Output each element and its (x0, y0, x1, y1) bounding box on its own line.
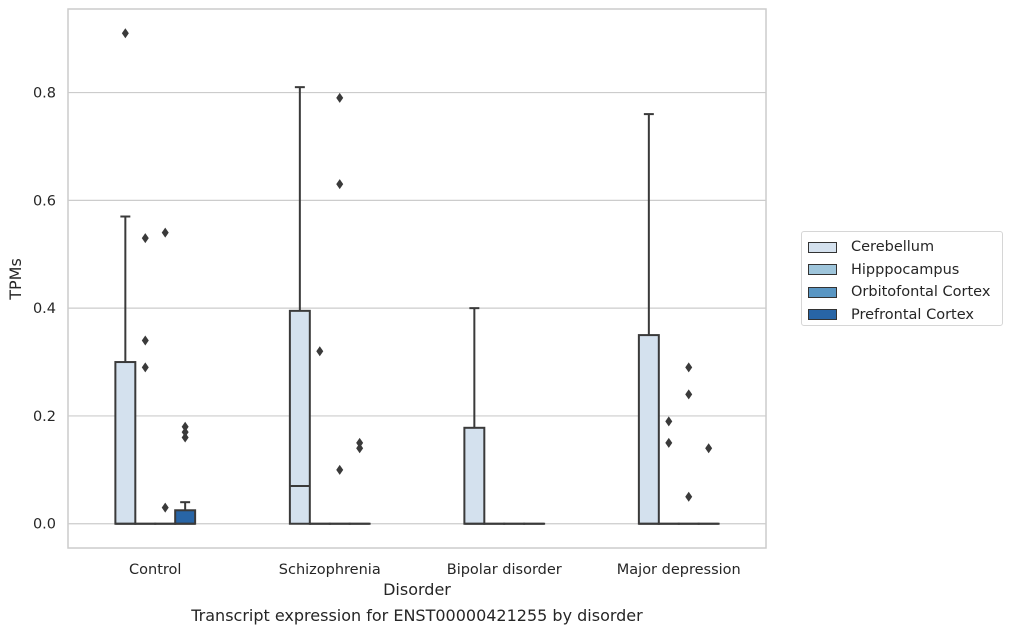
box-body (637, 334, 660, 525)
plot-area-frame (67, 8, 767, 549)
y-tick-label: 0.2 (33, 409, 56, 425)
box-body (114, 361, 137, 525)
outlier-point (336, 464, 344, 475)
y-tick-label: 0.8 (33, 86, 56, 102)
x-axis-label: Disorder (383, 580, 451, 599)
box (114, 28, 137, 525)
legend-item: Hipppocampus (808, 259, 1002, 282)
box (308, 346, 331, 525)
outlier-point (141, 233, 149, 244)
outlier-point (121, 28, 129, 39)
outlier-point (316, 346, 324, 357)
outlier-point (181, 421, 189, 432)
x-tick-label: Bipolar disorder (447, 562, 562, 578)
outlier-point (665, 437, 673, 448)
legend-swatch (808, 241, 837, 253)
outlier-point (685, 491, 693, 502)
legend-label: Orbitofontal Cortex (851, 284, 991, 301)
series-cerebellum (114, 28, 660, 525)
outlier-point (685, 362, 693, 373)
grid-lines (68, 91, 766, 525)
outlier-point (356, 443, 364, 454)
legend: Cerebellum Hipppocampus Orbitofontal Corte… (801, 231, 1003, 326)
box-body (174, 509, 197, 525)
x-axis: Control Schizophrenia Bipolar disorder Majo… (129, 562, 741, 578)
box (348, 437, 371, 525)
outlier-point (161, 502, 169, 513)
box-series (114, 28, 720, 525)
box (463, 307, 486, 525)
legend-item: Orbitofontal Cortex (808, 281, 1002, 304)
series-hipppocampus (134, 233, 680, 525)
box (134, 233, 157, 525)
outlier-point (665, 416, 673, 427)
x-tick-label: Major depression (617, 562, 741, 578)
outlier-point (705, 443, 713, 454)
box (697, 443, 720, 525)
outlier-point (181, 432, 189, 443)
box (174, 421, 197, 525)
legend-swatch (808, 286, 837, 298)
y-tick-label: 0.0 (33, 517, 56, 533)
y-axis-label: TPMs (6, 258, 25, 301)
legend-item: Cerebellum (808, 236, 1002, 259)
box (154, 227, 177, 525)
y-tick-label: 0.4 (33, 301, 56, 317)
outlier-point (161, 227, 169, 238)
outlier-point (356, 437, 364, 448)
series-prefrontal-cortex (174, 421, 720, 525)
outlier-point (181, 427, 189, 438)
outlier-point (336, 179, 344, 190)
box-body (463, 426, 486, 525)
legend-label: Hipppocampus (851, 261, 960, 278)
legend-label: Prefrontal Cortex (851, 306, 974, 323)
box (637, 113, 660, 525)
legend-item: Prefrontal Cortex (808, 304, 1002, 327)
outlier-point (685, 389, 693, 400)
x-tick-label: Control (129, 562, 181, 578)
x-tick-label: Schizophrenia (279, 562, 381, 578)
legend-swatch (808, 309, 837, 321)
box (288, 86, 311, 525)
legend-swatch (808, 264, 837, 276)
box (657, 416, 680, 525)
outlier-point (141, 362, 149, 373)
y-tick-label: 0.6 (33, 193, 56, 209)
figure-caption: Transcript expression for ENST0000042125… (191, 606, 643, 625)
y-axis: 0.0 0.2 0.4 0.6 0.8 (33, 86, 56, 533)
box-body (288, 309, 311, 525)
legend-label: Cerebellum (851, 239, 935, 256)
outlier-point (141, 335, 149, 346)
box (677, 362, 700, 525)
outlier-point (336, 92, 344, 103)
